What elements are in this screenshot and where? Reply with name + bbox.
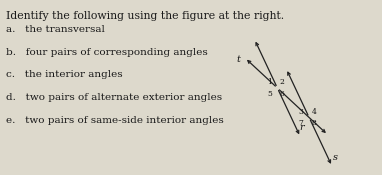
Text: t: t — [237, 55, 241, 64]
Text: 2: 2 — [280, 78, 285, 86]
Text: 8: 8 — [312, 119, 317, 127]
Text: a.   the transversal: a. the transversal — [6, 25, 105, 34]
Text: 3: 3 — [299, 108, 304, 116]
Text: 7: 7 — [299, 119, 304, 127]
Text: 6: 6 — [280, 90, 285, 98]
Text: s: s — [333, 153, 338, 162]
Text: 1: 1 — [267, 78, 272, 86]
Text: d.   two pairs of alternate exterior angles: d. two pairs of alternate exterior angle… — [6, 93, 222, 102]
Text: 4: 4 — [312, 108, 317, 116]
Text: c.   the interior angles: c. the interior angles — [6, 70, 123, 79]
Text: r: r — [299, 123, 304, 132]
Text: e.   two pairs of same-side interior angles: e. two pairs of same-side interior angle… — [6, 116, 224, 125]
Text: Identify the following using the figure at the right.: Identify the following using the figure … — [6, 11, 285, 21]
Text: b.   four pairs of corresponding angles: b. four pairs of corresponding angles — [6, 48, 208, 57]
Text: 5: 5 — [267, 90, 272, 98]
